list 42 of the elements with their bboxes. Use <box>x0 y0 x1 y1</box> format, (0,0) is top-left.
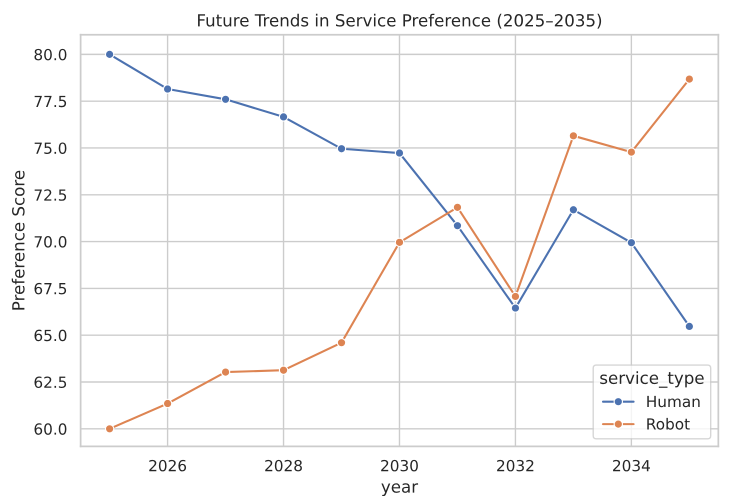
y-tick-label: 60.0 <box>34 423 66 435</box>
x-tick-label: 2026 <box>149 460 186 472</box>
x-tick-label: 2028 <box>265 460 302 472</box>
point <box>452 220 462 230</box>
x-axis-title: year <box>381 483 418 496</box>
point <box>220 367 230 377</box>
chart-title: Future Trends in Service Preference (2025–2035) <box>198 14 602 29</box>
y-tick-label: 77.5 <box>34 96 66 108</box>
y-tick-label: 62.5 <box>34 376 66 388</box>
point <box>684 74 694 84</box>
y-tick-label: 80.0 <box>34 48 66 60</box>
x-tick-label: 2030 <box>381 460 418 472</box>
point <box>220 94 230 104</box>
point <box>568 131 578 141</box>
point <box>394 148 404 158</box>
point <box>104 424 114 434</box>
point <box>452 202 462 212</box>
point <box>568 205 578 214</box>
point <box>394 238 404 248</box>
y-tick-label: 67.5 <box>34 282 66 294</box>
legend-title: service_type <box>600 371 704 388</box>
legend-label: Human <box>647 396 700 408</box>
y-axis-title: Preference Score <box>12 170 25 310</box>
point <box>510 292 520 302</box>
point <box>336 144 346 154</box>
point <box>278 365 288 375</box>
point <box>162 84 172 94</box>
point <box>684 322 694 332</box>
point <box>278 112 288 122</box>
point <box>162 398 172 408</box>
point <box>626 147 636 157</box>
point <box>336 338 346 348</box>
x-tick-label: 2032 <box>497 460 534 472</box>
y-tick-label: 75.0 <box>34 142 66 154</box>
x-tick-label: 2034 <box>613 460 650 472</box>
y-tick-label: 72.5 <box>34 189 66 201</box>
y-tick-label: 65.0 <box>34 330 66 342</box>
legend-label: Robot <box>647 418 690 430</box>
y-tick-label: 70.0 <box>34 236 66 248</box>
point <box>510 303 520 313</box>
point <box>626 238 636 248</box>
point <box>104 50 114 60</box>
